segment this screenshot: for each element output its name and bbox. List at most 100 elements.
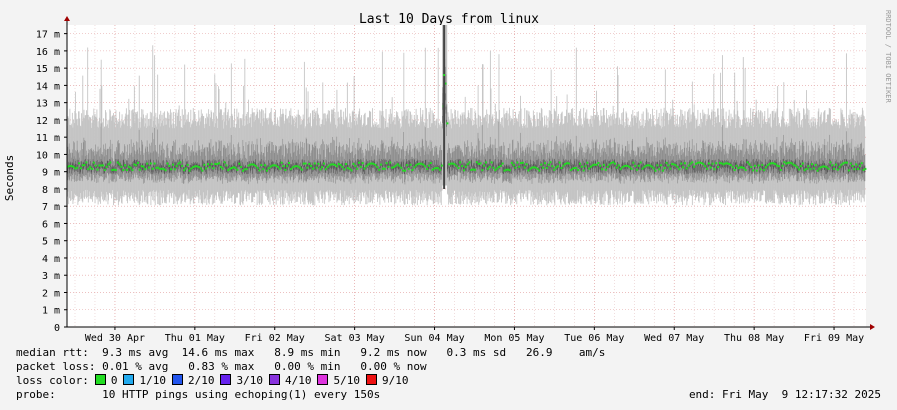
- median-point: [415, 164, 418, 167]
- rtt-band-mid: [296, 142, 298, 176]
- rtt-band-mid: [272, 142, 273, 174]
- rtt-band-mid: [445, 74, 447, 123]
- rtt-band-inner: [154, 162, 156, 170]
- rtt-band-inner: [229, 159, 231, 167]
- rtt-band-outer: [133, 86, 135, 203]
- rtt-band-mid: [802, 139, 804, 174]
- rtt-band-inner: [261, 167, 263, 175]
- rtt-band-mid: [237, 144, 239, 179]
- median-point: [580, 165, 583, 168]
- rtt-band-outer: [706, 120, 707, 192]
- rtt-band-mid: [652, 150, 654, 179]
- rtt-band-inner: [228, 160, 230, 168]
- rtt-band-inner: [797, 165, 799, 173]
- rtt-band-mid: [646, 137, 648, 173]
- rtt-band-inner: [763, 164, 765, 172]
- rtt-band-inner: [617, 161, 618, 169]
- rtt-band-outer: [324, 113, 326, 200]
- rtt-band-inner: [331, 165, 333, 173]
- rtt-band-inner: [749, 166, 751, 174]
- median-point: [794, 164, 797, 167]
- loss-color-swatch-label: 2/10: [187, 374, 215, 387]
- rtt-band-inner: [516, 167, 518, 175]
- median-point: [707, 162, 710, 165]
- median-point: [766, 164, 769, 167]
- rtt-band-inner: [251, 162, 253, 170]
- rtt-band-mid: [796, 148, 798, 181]
- rtt-band-inner: [436, 166, 438, 174]
- rtt-band-inner: [738, 166, 740, 174]
- rtt-band-mid: [758, 151, 760, 182]
- median-point: [363, 167, 366, 170]
- rtt-band-inner: [604, 159, 605, 167]
- median-point: [560, 167, 563, 170]
- rtt-band-inner: [456, 159, 458, 166]
- rtt-band-mid: [699, 151, 701, 181]
- median-point: [208, 166, 211, 169]
- median-point: [350, 169, 353, 172]
- rtt-band-mid: [255, 144, 257, 174]
- rtt-band-inner: [378, 158, 380, 166]
- rtt-band-mid: [204, 148, 206, 176]
- rtt-band-inner: [300, 162, 302, 170]
- rtt-band-inner: [95, 160, 97, 168]
- median-point: [68, 164, 71, 167]
- rtt-band-mid: [210, 139, 212, 174]
- rtt-band-mid: [370, 144, 372, 173]
- rtt-band-outer: [575, 47, 577, 204]
- rtt-band-mid: [825, 145, 827, 180]
- rtt-band-inner: [593, 160, 594, 168]
- rtt-band-outer: [796, 111, 798, 195]
- median-point: [221, 167, 224, 170]
- rtt-band-mid: [225, 148, 227, 179]
- rtt-band-mid: [710, 147, 712, 177]
- rtt-band-inner: [324, 162, 326, 170]
- median-point: [461, 164, 464, 167]
- rtt-band-mid: [157, 129, 159, 181]
- rtt-band-mid: [491, 147, 493, 183]
- rtt-band-mid: [136, 141, 138, 173]
- median-point: [763, 169, 766, 172]
- median-point: [704, 165, 707, 168]
- median-point: [812, 167, 815, 170]
- rtt-band-mid: [798, 148, 800, 182]
- rtt-band-inner: [502, 166, 504, 174]
- median-point: [827, 167, 830, 170]
- rtt-band-mid: [280, 145, 281, 176]
- rtt-band-inner: [576, 159, 578, 167]
- rtt-band-inner: [588, 159, 590, 167]
- median-rtt-values: 9.3 ms avg 14.6 ms max 8.9 ms min 9.2 ms…: [102, 346, 606, 359]
- rtt-band-mid: [289, 143, 291, 180]
- rtt-band-mid: [499, 146, 501, 179]
- rtt-band-inner: [509, 165, 511, 173]
- rtt-band-mid: [402, 146, 404, 184]
- rtt-band-outer: [496, 111, 497, 193]
- rtt-band-inner: [782, 164, 784, 172]
- rtt-band-inner: [354, 167, 356, 175]
- median-point: [136, 161, 139, 164]
- rtt-band-inner: [449, 167, 451, 174]
- rtt-band-inner: [842, 165, 844, 173]
- rtt-band-outer: [246, 113, 248, 202]
- rtt-band-mid: [581, 146, 583, 181]
- rtt-band-inner: [146, 161, 148, 169]
- rtt-band-mid: [836, 141, 838, 173]
- median-point: [724, 162, 727, 165]
- rtt-band-mid: [707, 144, 709, 173]
- median-point: [114, 169, 117, 172]
- median-point: [473, 168, 476, 171]
- median-point: [98, 164, 101, 167]
- rtt-band-outer: [699, 112, 701, 191]
- rtt-band-inner: [554, 158, 556, 166]
- median-point: [107, 163, 110, 166]
- rtt-band-mid: [415, 146, 416, 175]
- rtt-band-inner: [618, 166, 620, 174]
- rtt-band-mid: [751, 145, 753, 183]
- rtt-band-mid: [286, 147, 288, 177]
- rtt-band-mid: [650, 144, 652, 183]
- rtt-band-inner: [826, 165, 828, 173]
- rtt-band-inner: [745, 163, 747, 171]
- rtt-band-inner: [830, 164, 832, 172]
- median-point: [678, 168, 681, 171]
- median-point: [777, 165, 780, 168]
